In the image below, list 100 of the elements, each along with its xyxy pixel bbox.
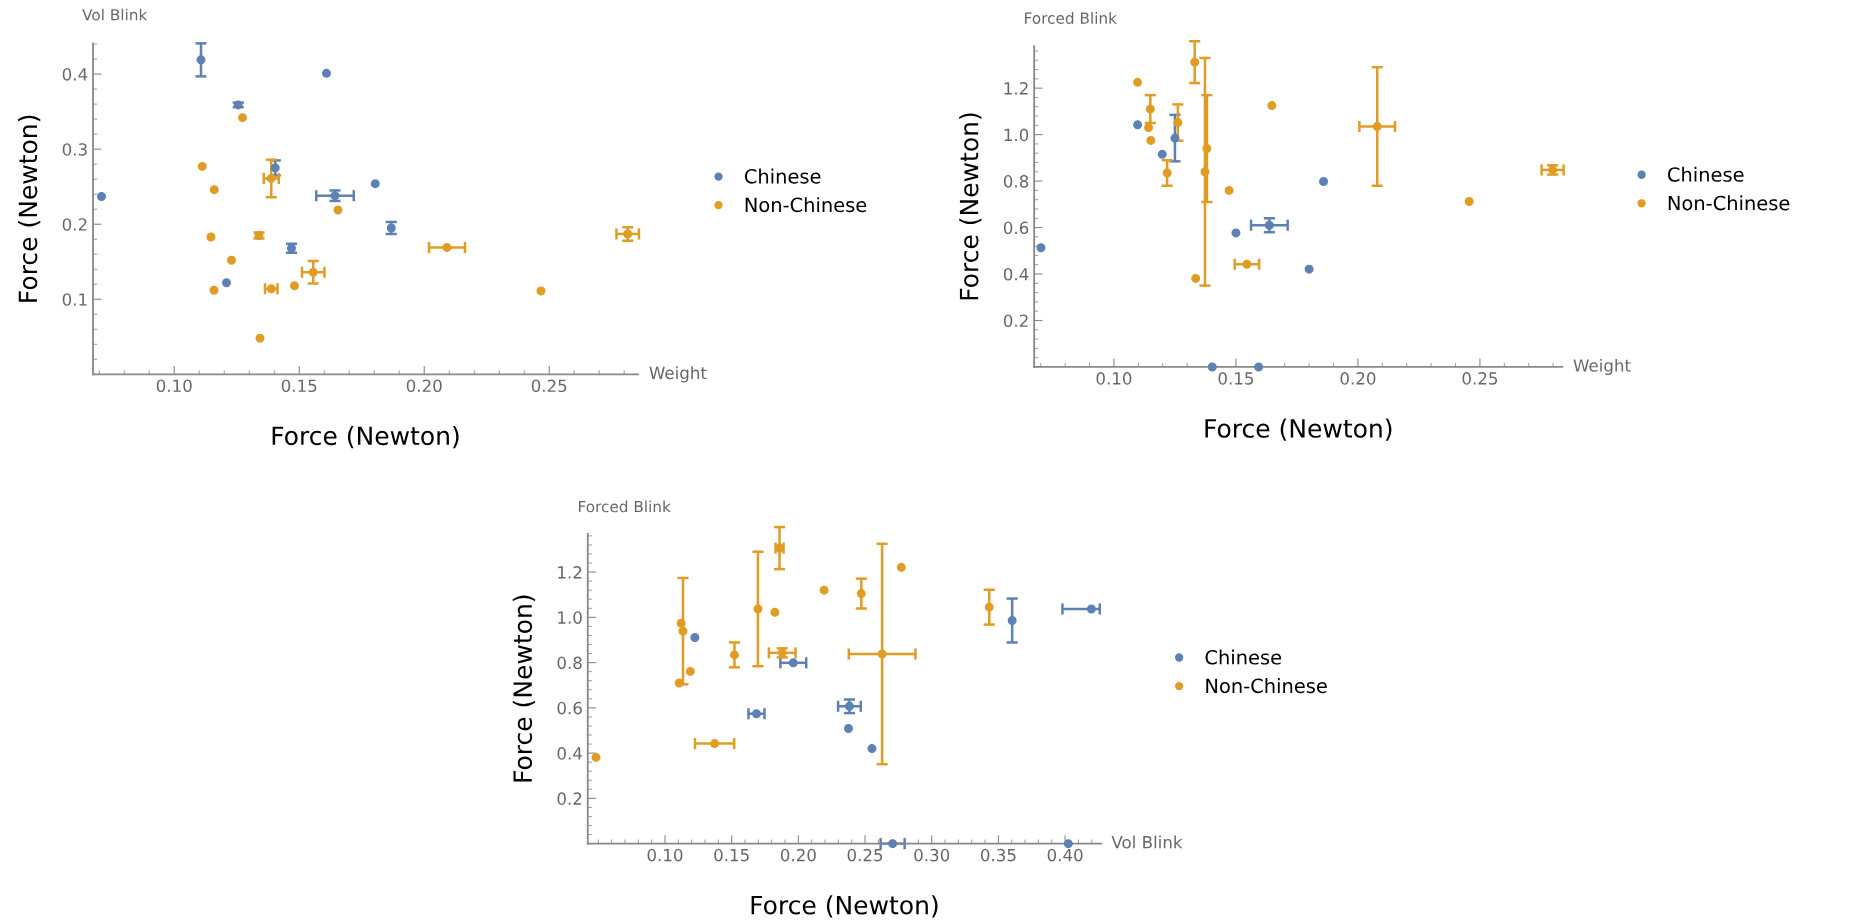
x-axis-title: Force (Newton) [272,425,459,449]
point [1254,362,1264,372]
point [270,163,280,173]
point [1200,167,1210,177]
point [844,723,854,733]
point [266,173,276,183]
text: Vol Blink [82,8,148,21]
y-tick-label: 1.0 [558,611,582,624]
y-axis-title: Force (Newton) [959,113,982,300]
x-tick-label: 0.30 [914,848,950,862]
point [333,205,343,215]
x-tick-label: 0.25 [847,848,883,862]
point [1464,197,1474,207]
point [623,229,633,239]
x-axis-title: Force (Newton) [1205,418,1392,441]
point [209,285,219,295]
point [1036,243,1046,253]
point [196,55,206,65]
legend-label: Non-Chinese [1206,678,1327,694]
y-tick-label: 0.8 [557,656,582,670]
x-tick-label: 0.10 [1096,372,1132,385]
y-tick-label: 0.4 [62,68,88,81]
point [97,191,106,201]
y-tick-label: 0.4 [557,747,582,760]
point [226,255,236,265]
point [1086,604,1096,614]
point [690,632,700,642]
point [370,179,380,189]
x-tick-label: 0.40 [1047,848,1083,862]
x-tick-label: 0.20 [406,379,442,393]
point [1231,228,1241,238]
point [308,267,318,277]
text: Weight [649,366,707,383]
x-tick-label: 0.15 [1218,372,1254,385]
point [678,626,688,636]
y-tick-label: 0.1 [62,293,87,306]
point [197,161,207,171]
y-axis-title: Force (Newton) [512,595,536,782]
point [888,839,898,849]
legend-label: Chinese [1205,649,1282,665]
legend-label: Chinese [1667,166,1744,182]
point [536,286,546,296]
point [856,589,866,599]
point [896,562,906,572]
point [1063,839,1073,849]
x-tick-label: 0.15 [714,848,749,862]
point [674,678,684,688]
point [710,739,720,749]
x-tick-label: 0.10 [156,379,192,393]
point [1144,123,1154,133]
point [209,185,219,195]
point [729,650,739,660]
x-tick-label: 0.25 [1462,372,1498,385]
point [877,649,887,659]
point [751,709,761,719]
y-tick-label: 0.3 [62,143,87,156]
point [1146,135,1156,145]
point [321,68,331,78]
legend-label: Chinese [744,168,821,184]
x-axis-title: Force (Newton) [751,895,938,918]
point [1267,101,1277,111]
y-tick-label: 1.2 [1004,82,1028,95]
point [844,701,854,711]
y-tick-label: 1.0 [1004,128,1029,142]
y-tick-label: 0.2 [62,218,87,231]
y-tick-label: 1.2 [558,566,582,579]
point [237,113,247,123]
point [1162,168,1172,178]
x-tick-label: 0.35 [980,848,1016,862]
x-tick-label: 0.20 [780,848,816,862]
point [1173,118,1183,128]
point [1264,220,1274,230]
point [788,658,798,668]
legend-label: Non-Chinese [745,197,867,213]
y-tick-label: 0.2 [1003,314,1028,328]
point [1133,77,1143,87]
y-axis-title: Force (Newton) [18,115,41,302]
point [770,607,780,617]
x-tick-label: 0.20 [1340,372,1376,385]
point [819,585,829,595]
point [685,666,695,676]
text: Vol Blink [1111,835,1183,849]
point [1170,133,1180,143]
text: Forced Blink [1025,12,1117,24]
point [1145,104,1155,114]
point [1190,57,1200,67]
y-tick-label: 0.4 [1003,267,1029,281]
text: Weight [1573,358,1631,376]
point [753,604,763,614]
point [1207,362,1217,372]
point [1191,273,1201,283]
point [206,232,216,242]
point [1224,185,1234,195]
text: Forced Blink [578,500,671,513]
point [289,281,299,291]
point [591,752,601,762]
point [1202,144,1212,154]
legend-label: Non-Chinese [1668,195,1790,211]
point [984,602,994,612]
y-tick-label: 0.6 [1003,221,1029,235]
